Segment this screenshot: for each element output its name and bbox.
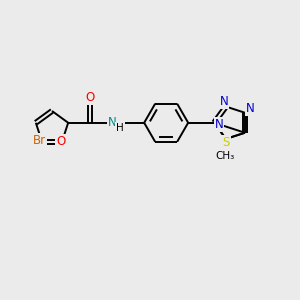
Text: N: N bbox=[108, 116, 116, 129]
Text: N: N bbox=[220, 95, 228, 108]
Text: S: S bbox=[222, 136, 230, 149]
Text: N: N bbox=[245, 102, 254, 115]
Text: O: O bbox=[85, 91, 95, 104]
Text: N: N bbox=[215, 118, 224, 131]
Text: O: O bbox=[56, 135, 66, 148]
Text: CH₃: CH₃ bbox=[216, 151, 235, 161]
Text: H: H bbox=[116, 123, 124, 133]
Text: Br: Br bbox=[32, 134, 46, 147]
